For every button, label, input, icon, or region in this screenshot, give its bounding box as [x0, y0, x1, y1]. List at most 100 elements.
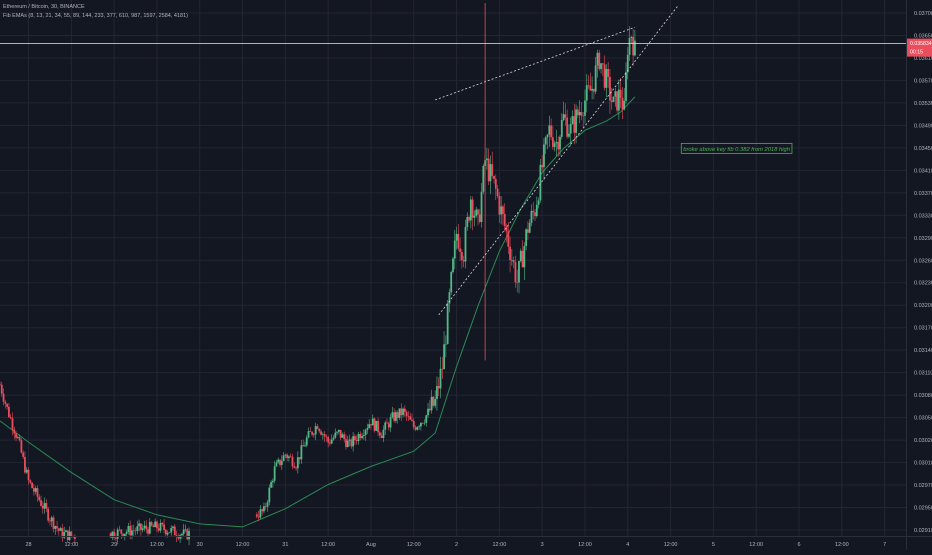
- candle-body: [143, 525, 146, 529]
- candle-body: [325, 436, 328, 438]
- candle-body: [152, 525, 155, 528]
- y-tick-label: 0.032300: [914, 281, 932, 287]
- candle-body: [546, 134, 549, 138]
- last-price-tag: [907, 38, 932, 57]
- candle-body: [528, 222, 531, 233]
- candle-body: [559, 136, 561, 150]
- candle-body: [378, 432, 381, 436]
- candle-body: [264, 506, 267, 507]
- candle-body: [466, 217, 469, 228]
- candle-body: [600, 63, 602, 69]
- candle-body: [66, 530, 69, 541]
- candle-body: [453, 240, 456, 259]
- candle-body: [464, 227, 467, 262]
- candle-body: [47, 508, 50, 521]
- candle-body: [332, 437, 335, 440]
- candle-body: [25, 469, 28, 473]
- candles: [0, 3, 636, 546]
- x-tick-label: 7: [883, 542, 886, 548]
- candle-body: [625, 72, 627, 101]
- candle-body: [56, 526, 58, 529]
- candle-body: [482, 165, 485, 192]
- candle-body: [355, 440, 358, 442]
- x-tick-label: 12:00: [407, 542, 421, 548]
- candle-body: [478, 214, 481, 222]
- candle-body: [477, 209, 479, 215]
- candle-body: [503, 213, 506, 226]
- legend-symbol[interactable]: Ethereum / Bitcoin, 30, BINANCE: [3, 4, 85, 10]
- candle-body: [18, 437, 21, 441]
- candle-body: [45, 503, 48, 509]
- candle-body: [518, 261, 520, 283]
- candle-body: [634, 40, 636, 56]
- candle-body: [609, 76, 611, 101]
- candle-body: [480, 191, 483, 222]
- candle-body: [43, 503, 46, 509]
- candle-body: [24, 456, 26, 473]
- candle-body: [321, 434, 324, 435]
- candle-body: [141, 528, 144, 530]
- candle-body: [312, 434, 315, 435]
- candle-body: [566, 117, 569, 137]
- candle-body: [585, 85, 588, 101]
- candle-body: [11, 418, 14, 430]
- grid: [0, 0, 906, 536]
- candle-body: [123, 533, 126, 537]
- x-tick-label: 12:00: [578, 542, 592, 548]
- candle-body: [571, 116, 574, 124]
- y-tick-label: 0.032900: [914, 236, 932, 242]
- candle-body: [452, 258, 454, 272]
- candle-body: [473, 215, 476, 218]
- candle-body: [437, 385, 440, 389]
- candle-body: [446, 303, 449, 344]
- candle-body: [416, 427, 419, 430]
- candle-body: [311, 431, 314, 435]
- candle-body: [591, 88, 594, 91]
- y-tick-label: 0.032600: [914, 258, 932, 264]
- annotation-text: broke above key fib 0.382 from 2018 high: [683, 147, 790, 153]
- candle-body: [63, 532, 66, 538]
- candle-body: [550, 125, 552, 138]
- candle-body: [336, 431, 338, 433]
- candle-body: [443, 344, 445, 370]
- candle-body: [393, 412, 396, 421]
- candle-body: [50, 517, 53, 522]
- candle-body: [115, 537, 117, 539]
- candle-body: [573, 116, 576, 133]
- legend-indicator[interactable]: Fib EMAs (8, 13, 21, 34, 55, 89, 144, 23…: [3, 12, 188, 19]
- legend: Ethereum / Bitcoin, 30, BINANCE Fib EMAs…: [3, 3, 188, 20]
- candle-body: [391, 412, 394, 418]
- candle-body: [461, 252, 463, 261]
- candle-body: [603, 64, 606, 88]
- y-tick-label: 0.032000: [914, 303, 932, 309]
- candle-body: [288, 456, 290, 459]
- candle-body: [557, 141, 560, 150]
- candle-body: [357, 433, 360, 442]
- candle-body: [116, 529, 119, 539]
- candle-body: [296, 457, 299, 469]
- candle-body: [168, 532, 171, 534]
- candle-body: [279, 459, 281, 465]
- candle-body: [523, 246, 526, 268]
- candle-body: [156, 521, 158, 529]
- candle-body: [2, 393, 5, 402]
- candle-body: [291, 456, 294, 467]
- candle-body: [569, 123, 572, 134]
- x-tick-label: 3: [541, 542, 544, 548]
- candle-body: [8, 406, 10, 418]
- candle-body: [320, 431, 322, 435]
- candle-body: [525, 229, 528, 247]
- candle-body: [455, 233, 458, 241]
- candle-body: [496, 188, 499, 196]
- candle-body: [592, 88, 595, 92]
- candle-body: [532, 210, 535, 213]
- candle-body: [521, 250, 524, 268]
- candle-body: [361, 435, 363, 438]
- candle-body: [68, 531, 71, 541]
- candle-body: [587, 85, 590, 86]
- candle-body: [534, 212, 536, 217]
- candle-body: [118, 529, 121, 531]
- trendlines: [435, 5, 679, 316]
